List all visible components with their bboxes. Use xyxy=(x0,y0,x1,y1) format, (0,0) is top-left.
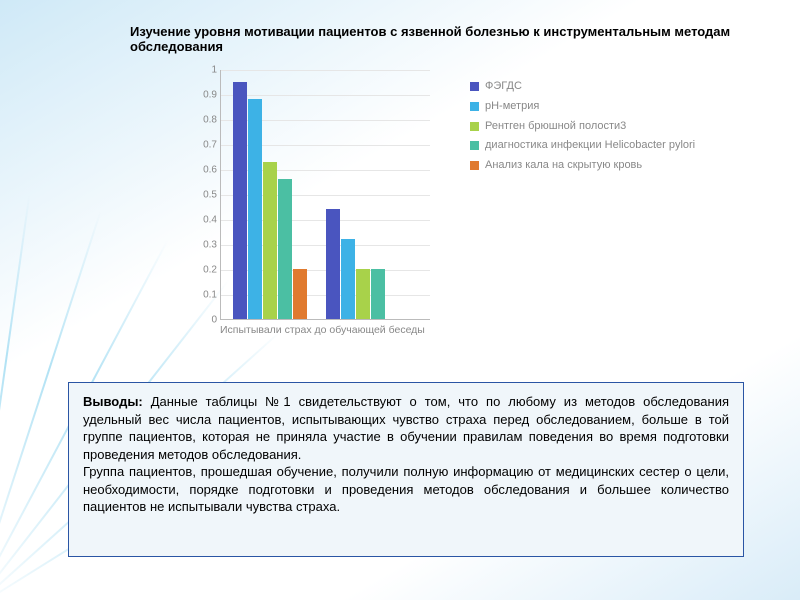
bar xyxy=(326,209,340,319)
bar xyxy=(371,269,385,319)
conclusion-p1-text: Данные таблицы №1 свидетельствуют о том,… xyxy=(83,394,729,462)
legend-item: диагностика инфекции Helicobacter pylori xyxy=(470,139,740,153)
legend-label: Анализ кала на скрытую кровь xyxy=(485,159,642,173)
y-tick-label: 0.4 xyxy=(203,215,217,226)
y-tick-label: 0.6 xyxy=(203,165,217,176)
conclusion-lead: Выводы: xyxy=(83,394,151,409)
y-tick-label: 0.9 xyxy=(203,90,217,101)
gridline xyxy=(221,70,430,71)
bar xyxy=(233,82,247,320)
bar xyxy=(293,269,307,319)
legend-swatch xyxy=(470,161,479,170)
bar xyxy=(248,99,262,319)
y-tick-label: 0 xyxy=(211,315,217,326)
y-tick-label: 0.7 xyxy=(203,140,217,151)
legend-item: Рентген брюшной полости3 xyxy=(470,120,740,134)
chart-legend: ФЭГДС рН-метрия Рентген брюшной полости3 ди… xyxy=(470,80,740,179)
gridline xyxy=(221,95,430,96)
chart-container: 00.10.20.30.40.50.60.70.80.91 Испытывали… xyxy=(190,70,750,350)
y-tick-label: 0.5 xyxy=(203,190,217,201)
conclusion-box: Выводы: Данные таблицы №1 свидетельствую… xyxy=(68,382,744,557)
legend-swatch xyxy=(470,122,479,131)
legend-label: Рентген брюшной полости3 xyxy=(485,120,626,134)
conclusion-paragraph-2: Группа пациентов, прошедшая обучение, по… xyxy=(83,463,729,516)
legend-swatch xyxy=(470,102,479,111)
legend-item: ФЭГДС xyxy=(470,80,740,94)
bar xyxy=(263,162,277,320)
y-tick-label: 0.8 xyxy=(203,115,217,126)
chart-plot-area: 00.10.20.30.40.50.60.70.80.91 xyxy=(220,70,430,320)
conclusion-paragraph-1: Выводы: Данные таблицы №1 свидетельствую… xyxy=(83,393,729,463)
legend-label: диагностика инфекции Helicobacter pylori xyxy=(485,139,695,153)
legend-swatch xyxy=(470,82,479,91)
slide-title: Изучение уровня мотивации пациентов с яз… xyxy=(130,24,780,54)
bar xyxy=(278,179,292,319)
legend-label: рН-метрия xyxy=(485,100,539,114)
legend-item: Анализ кала на скрытую кровь xyxy=(470,159,740,173)
y-tick-label: 0.3 xyxy=(203,240,217,251)
slide-root: Изучение уровня мотивации пациентов с яз… xyxy=(0,0,800,600)
bar xyxy=(356,269,370,319)
y-tick-label: 0.2 xyxy=(203,265,217,276)
legend-item: рН-метрия xyxy=(470,100,740,114)
y-tick-label: 0.1 xyxy=(203,290,217,301)
legend-label: ФЭГДС xyxy=(485,80,522,94)
bar xyxy=(341,239,355,319)
legend-swatch xyxy=(470,141,479,150)
x-axis-label: Испытывали страх до обучающей беседы xyxy=(220,324,425,336)
y-tick-label: 1 xyxy=(211,65,217,76)
